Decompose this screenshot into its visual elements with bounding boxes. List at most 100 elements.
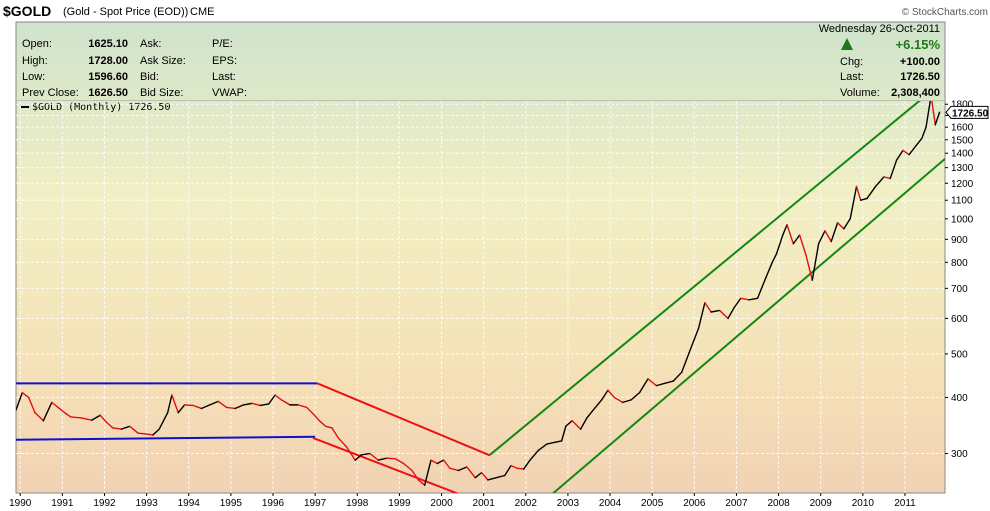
price-segment <box>874 176 885 188</box>
price-segment <box>672 371 683 382</box>
y-tick-label: 500 <box>951 349 968 360</box>
price-segment <box>57 406 66 414</box>
watermark: © StockCharts.com <box>902 7 988 18</box>
x-tick-label: 2000 <box>430 498 453 509</box>
x-tick-label: 1993 <box>135 498 158 509</box>
price-segment <box>902 149 910 156</box>
price-segment <box>638 378 649 394</box>
y-tick-label: 900 <box>951 235 968 246</box>
price-segment <box>710 309 721 313</box>
price-segment <box>377 457 388 461</box>
price-segment <box>112 427 123 430</box>
last-price-value: 1726.50 <box>900 71 940 83</box>
price-segment <box>487 477 497 481</box>
price-segment <box>630 391 641 401</box>
info-panel: Open: 1625.10 High: 1728.00 Low: 1596.60… <box>22 23 940 99</box>
volume-label: Volume: <box>840 87 880 99</box>
price-segment <box>895 149 904 162</box>
price-segment <box>318 420 327 427</box>
price-segment <box>21 391 30 399</box>
open-value: 1625.10 <box>88 38 128 50</box>
price-segment <box>137 432 146 435</box>
price-segment <box>805 254 813 281</box>
x-tick-label: 2001 <box>473 498 496 509</box>
high-label: High: <box>22 55 48 67</box>
price-segment <box>522 459 531 470</box>
y-tick-label: 1100 <box>951 196 973 207</box>
legend-label: $GOLD (Monthly) 1726.50 <box>32 102 170 113</box>
price-segment <box>647 378 658 387</box>
price-segment <box>430 459 439 465</box>
price-segment <box>586 409 594 419</box>
y-tick-label: 400 <box>951 393 968 404</box>
price-segment <box>792 234 801 245</box>
pe-label: P/E: <box>212 38 233 50</box>
price-segment <box>80 417 93 421</box>
ask-label: Ask: <box>140 38 161 50</box>
price-segment <box>704 302 712 313</box>
price-segment <box>664 380 674 385</box>
up-arrow-icon <box>841 38 853 50</box>
price-segment <box>183 404 194 407</box>
x-tick-label: 2011 <box>894 498 916 509</box>
price-segment <box>423 459 432 486</box>
price-segment <box>42 401 53 422</box>
price-segment <box>331 427 340 439</box>
price-segment <box>306 406 314 415</box>
price-segment <box>34 411 45 422</box>
price-segment <box>129 425 139 434</box>
price-segment <box>346 446 356 461</box>
x-tick-label: 2009 <box>810 498 833 509</box>
price-segment <box>504 464 512 477</box>
bid-size-label: Bid Size: <box>140 87 183 99</box>
y-tick-label: 600 <box>951 314 968 325</box>
x-tick-label: 1996 <box>262 498 285 509</box>
last-label: Last: <box>212 71 236 83</box>
price-segment <box>607 389 615 399</box>
price-segment <box>474 471 483 479</box>
price-segment <box>860 197 868 201</box>
low-label: Low: <box>22 71 45 83</box>
price-segment <box>225 406 236 410</box>
price-segment <box>337 437 348 448</box>
price-segment <box>297 404 308 409</box>
price-segment <box>27 396 36 414</box>
price-segment <box>600 389 609 401</box>
price-segment <box>824 230 832 243</box>
trend-line-range-bottom <box>16 435 316 441</box>
trend-line-up-channel-lower <box>551 158 945 493</box>
price-series <box>16 101 941 486</box>
price-segment <box>571 420 582 430</box>
price-segment <box>510 464 519 470</box>
price-segment <box>495 474 506 479</box>
price-segment <box>209 400 219 406</box>
trend-line-down-channel-upper <box>316 382 491 457</box>
price-segment <box>457 466 468 472</box>
chart-exchange: CME <box>190 6 214 18</box>
price-segment <box>697 302 706 330</box>
x-tick-label: 2003 <box>557 498 580 509</box>
x-tick-label: 2006 <box>683 498 706 509</box>
price-segment <box>16 391 24 411</box>
price-segment <box>120 425 131 430</box>
x-tick-label: 2010 <box>852 498 875 509</box>
price-segment <box>889 159 898 180</box>
price-segment <box>782 224 788 236</box>
price-segment <box>177 404 186 414</box>
price-segment <box>934 111 941 126</box>
chg-value: +100.00 <box>900 56 940 68</box>
price-segment <box>689 327 700 351</box>
y-tick-label: 1800 <box>951 100 974 111</box>
x-tick-label: 1997 <box>304 498 327 509</box>
price-segment <box>921 126 927 140</box>
eps-label: EPS: <box>212 55 237 67</box>
vwap-label: VWAP: <box>212 87 247 99</box>
change-percent: +6.15% <box>896 37 941 52</box>
price-segment <box>579 417 588 430</box>
price-segment <box>680 349 691 374</box>
price-segment <box>765 261 773 279</box>
price-segment <box>811 243 820 281</box>
price-segment <box>354 454 363 461</box>
price-segment <box>546 441 556 445</box>
